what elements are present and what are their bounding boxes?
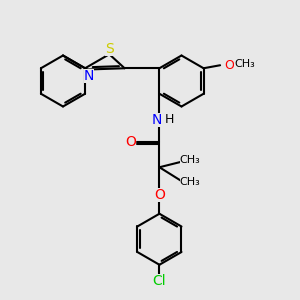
Text: Cl: Cl xyxy=(153,274,166,288)
Text: CH₃: CH₃ xyxy=(234,59,255,69)
Text: O: O xyxy=(225,59,235,72)
Text: O: O xyxy=(125,135,136,149)
Text: S: S xyxy=(105,42,114,56)
Text: O: O xyxy=(154,188,165,202)
Text: CH₃: CH₃ xyxy=(180,177,200,187)
Text: H: H xyxy=(165,113,175,126)
Text: N: N xyxy=(83,68,94,83)
Text: CH₃: CH₃ xyxy=(180,155,200,165)
Text: N: N xyxy=(152,113,162,127)
